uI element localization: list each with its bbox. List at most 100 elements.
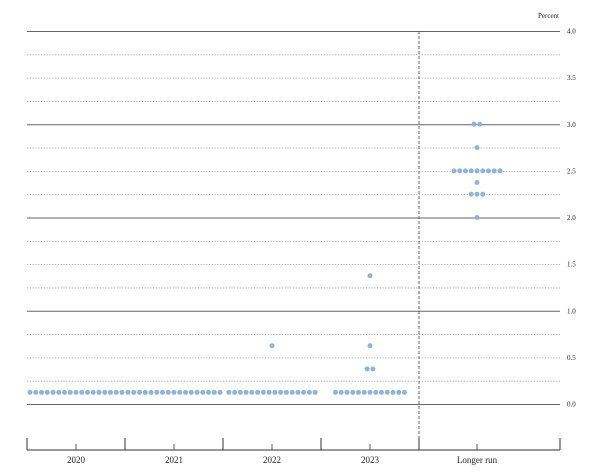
dot (350, 389, 356, 395)
dot (312, 389, 318, 395)
dot (131, 389, 137, 395)
dot (480, 191, 486, 197)
dot (108, 389, 113, 395)
dot (338, 389, 344, 395)
dot (85, 389, 90, 395)
dot (367, 273, 373, 279)
dot (56, 389, 62, 395)
dot (260, 389, 266, 395)
dot (119, 389, 125, 395)
dot (249, 389, 255, 395)
dot (474, 191, 480, 197)
dot (243, 389, 249, 395)
dot (200, 389, 206, 395)
dot (451, 168, 457, 174)
dot (468, 191, 474, 197)
dot (142, 389, 148, 395)
x-tick-label: 2023 (361, 455, 380, 465)
dot (102, 389, 108, 395)
dot (177, 389, 183, 395)
dot (67, 389, 73, 395)
dot (364, 366, 370, 372)
dot (295, 389, 301, 395)
dot (79, 389, 85, 395)
dot (62, 389, 67, 395)
dot (390, 389, 396, 395)
dot (232, 389, 238, 395)
x-tick-label: 2022 (263, 455, 281, 465)
dot (477, 121, 483, 127)
y-tick-label: 3.0 (567, 121, 576, 129)
dot (379, 389, 384, 395)
dot (206, 389, 211, 395)
dot (226, 389, 232, 395)
y-tick-labels: 0.0 0.5 1.0 1.5 2.0 2.5 3.0 3.5 4.0 (567, 28, 576, 409)
dot (370, 366, 376, 372)
dot (457, 168, 463, 174)
dot (474, 215, 480, 220)
dots (27, 121, 503, 395)
dot (373, 389, 379, 395)
dot (217, 389, 223, 395)
dot (183, 389, 188, 395)
dot (171, 389, 177, 395)
y-tick-label: 0.5 (567, 354, 576, 362)
dot (468, 168, 474, 174)
x-tick-label: 2021 (165, 455, 183, 465)
dot (33, 389, 39, 395)
dot (361, 389, 367, 395)
dot (137, 389, 142, 395)
dot (306, 389, 312, 395)
dot (113, 389, 119, 395)
y-tick-label: 2.0 (567, 214, 576, 222)
dot (491, 168, 497, 174)
dot (148, 389, 154, 395)
dot (480, 168, 486, 174)
y-tick-label: 3.5 (567, 74, 576, 82)
dot (367, 343, 373, 349)
dot (269, 343, 275, 349)
dot (474, 145, 480, 151)
dot (165, 389, 171, 395)
dot (50, 389, 56, 395)
dot (96, 389, 102, 395)
dot (283, 389, 289, 395)
dot (474, 168, 480, 174)
x-axis: 2020 2021 2022 2023 Longer run (26, 438, 561, 465)
y-tick-label: 1.0 (567, 307, 576, 315)
dot (90, 389, 96, 395)
dot (463, 168, 468, 174)
dot (289, 389, 295, 395)
dot (497, 168, 503, 174)
dot (194, 389, 200, 395)
dot (237, 389, 243, 395)
dot (344, 389, 350, 395)
dot (211, 389, 217, 395)
dot (73, 389, 79, 395)
dot (356, 389, 361, 395)
dot (39, 389, 44, 395)
dot (384, 389, 390, 395)
dot (402, 389, 407, 395)
y-tick-label: 1.5 (567, 261, 576, 269)
dot (367, 389, 373, 395)
x-tick-label: Longer run (457, 455, 498, 465)
dot (396, 389, 402, 395)
dot (160, 389, 165, 395)
dot (474, 180, 480, 186)
y-tick-label: 0.0 (567, 401, 576, 409)
dot (255, 389, 261, 395)
dot (272, 389, 278, 395)
gridlines (27, 31, 560, 450)
dot (44, 389, 50, 395)
dot (266, 389, 272, 395)
y-unit-label: Percent (538, 12, 559, 20)
y-tick-label: 4.0 (567, 28, 576, 36)
dot (471, 121, 477, 127)
x-tick-label: 2020 (67, 455, 86, 465)
dot (486, 168, 491, 174)
dot (301, 389, 307, 395)
y-tick-label: 2.5 (567, 167, 576, 175)
dot (333, 389, 338, 395)
